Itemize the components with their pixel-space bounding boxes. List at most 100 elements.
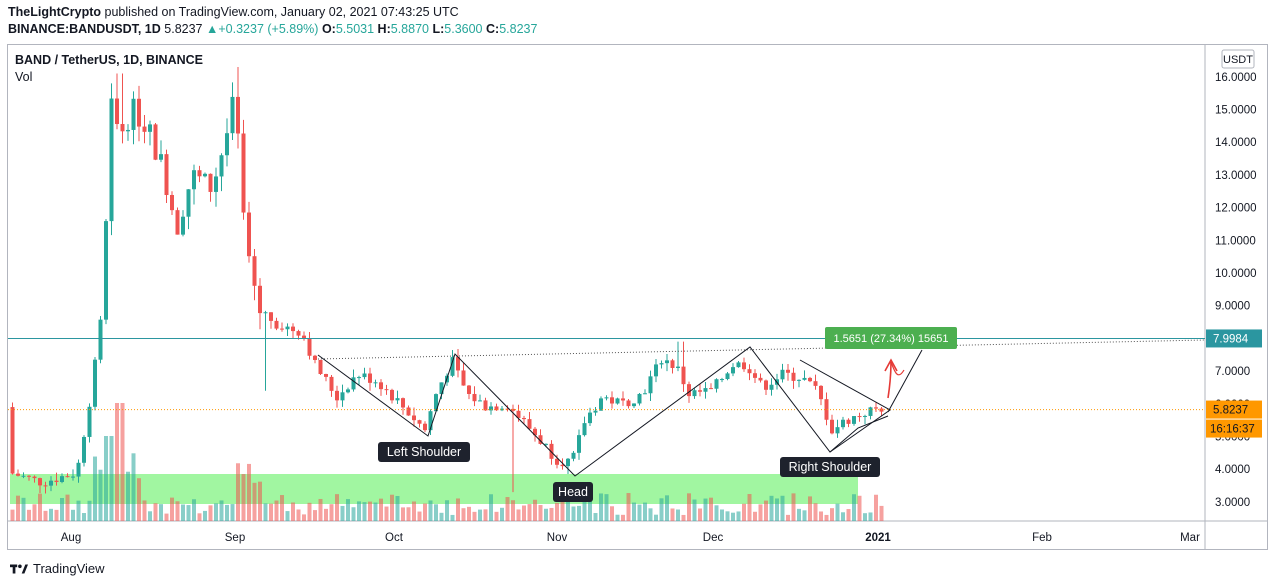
price-tick-label: 14.0000	[1215, 137, 1257, 149]
candle-body	[428, 411, 433, 431]
volume-bar	[137, 478, 141, 521]
author-name[interactable]: TheLightCrypto	[8, 5, 102, 19]
candle-body	[450, 357, 455, 376]
candle-body	[676, 366, 680, 368]
price-tick-label: 13.0000	[1215, 170, 1257, 182]
candle-body	[351, 377, 356, 390]
volume-bar	[148, 511, 152, 521]
candle-body	[357, 377, 361, 379]
volume-bar	[126, 471, 130, 521]
volume-bar	[406, 507, 411, 521]
ohlc-bar: BINANCE:BANDUSDT, 1D 5.8237 ▲+0.3237 (+5…	[8, 22, 537, 36]
candle-body	[472, 393, 477, 402]
candle-body	[846, 419, 851, 424]
candle-body	[285, 326, 290, 330]
head-label: Head	[558, 485, 588, 499]
candle-body	[621, 398, 625, 401]
volume-bar	[863, 513, 867, 521]
volume-bar	[780, 495, 785, 521]
demand-zone-rect	[10, 474, 858, 504]
price-tick-label: 7.0000	[1215, 366, 1250, 378]
right-shoulder-label: Right Shoulder	[789, 460, 872, 474]
resistance-marker-label: 7.9984	[1213, 333, 1249, 345]
chart-frame[interactable]	[7, 44, 1268, 550]
candle-body	[813, 381, 818, 386]
volume-bar	[698, 508, 702, 521]
candle-body	[852, 416, 856, 424]
volume-bar	[395, 495, 400, 521]
candle-body	[137, 98, 141, 127]
volume-bar	[362, 502, 367, 521]
candle-body	[879, 408, 884, 412]
volume-bar	[445, 500, 449, 521]
volume-bar	[571, 506, 576, 521]
volume-bar	[599, 493, 603, 521]
volume-bar	[159, 504, 163, 521]
candle-body	[626, 400, 631, 407]
countdown-label: 16:16:37	[1210, 424, 1255, 436]
candle-body	[670, 360, 675, 368]
candle-body	[742, 362, 746, 370]
volume-bar	[852, 494, 856, 521]
volume-bar	[120, 403, 125, 521]
candle-body	[665, 360, 669, 364]
volume-bar	[54, 509, 59, 521]
volume-bar	[197, 513, 202, 521]
volume-bar	[456, 498, 460, 521]
candle-body	[703, 388, 708, 392]
volume-bar	[494, 511, 499, 521]
current-price-marker	[1206, 400, 1262, 419]
last-price: 5.8237	[164, 22, 203, 36]
candle-body	[65, 476, 70, 478]
candle-body	[439, 382, 444, 395]
candle-body	[98, 319, 103, 360]
candle-body	[21, 475, 26, 477]
volume-bar	[329, 504, 334, 521]
chart-title[interactable]: BAND / TetherUS, 1D, BINANCE	[15, 53, 203, 67]
candle-body	[681, 366, 686, 385]
left-shoulder-label: Left Shoulder	[387, 445, 461, 459]
candle-body	[549, 443, 554, 459]
candle-body	[659, 363, 664, 365]
resistance-marker	[1206, 329, 1262, 348]
breakout-arrow-icon	[884, 358, 898, 399]
candle-body	[225, 133, 229, 156]
volume-bar	[164, 513, 169, 521]
pattern-zigzag	[317, 346, 889, 477]
candle-body	[582, 423, 587, 436]
candle-body	[725, 373, 730, 380]
footer: TradingView	[10, 561, 105, 576]
volume-bar	[478, 509, 482, 521]
footer-brand[interactable]: TradingView	[33, 561, 105, 576]
candle-body	[841, 419, 845, 428]
volume-bar	[439, 512, 444, 521]
candle-body	[802, 377, 807, 380]
candle-body	[544, 443, 548, 445]
volume-bar	[247, 463, 251, 521]
time-axis: Aug Sep Oct Nov Dec 2021 Feb Mar	[61, 532, 1200, 544]
price-tick-label: 10.0000	[1215, 268, 1257, 280]
volume-bar	[21, 497, 26, 521]
price-tick-label: 3.0000	[1215, 497, 1250, 509]
volume-bar	[813, 503, 818, 521]
volume-bar	[423, 503, 427, 521]
volume-bar	[725, 511, 730, 521]
candle-body	[489, 406, 493, 411]
volume-bar	[841, 512, 845, 521]
candle-body	[758, 377, 763, 381]
candle-body	[82, 436, 86, 463]
candle-body	[104, 221, 108, 320]
candle-body	[478, 400, 482, 402]
volume-bar	[318, 498, 323, 521]
volume-bar	[65, 494, 70, 521]
volume-bar	[296, 509, 301, 521]
candle-body	[87, 406, 92, 437]
volume-bar	[401, 507, 405, 521]
volume-legend[interactable]: Vol	[15, 70, 33, 84]
volume-bar	[533, 499, 537, 521]
candle-body	[692, 390, 697, 397]
candle-body	[313, 355, 317, 360]
candle-body	[43, 485, 48, 487]
candle-body	[780, 369, 785, 380]
